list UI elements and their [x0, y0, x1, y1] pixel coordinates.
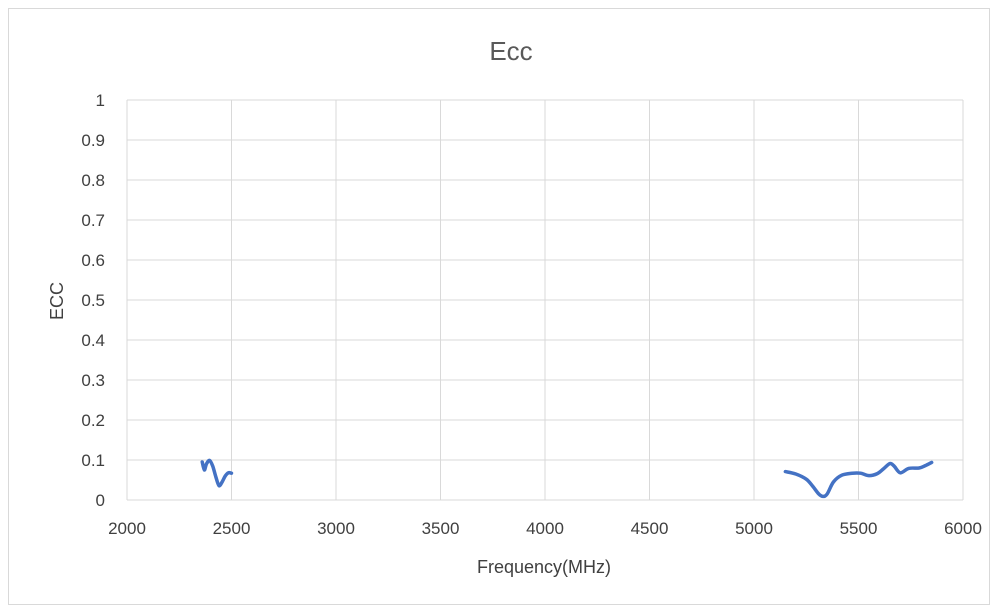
y-tick-label: 0.6	[81, 251, 105, 270]
chart-area	[8, 8, 990, 605]
y-tick-label: 0.1	[81, 451, 105, 470]
series-lines	[200, 458, 934, 499]
x-tick-label: 5000	[735, 519, 773, 538]
series-line-segment	[783, 460, 934, 499]
x-tick-label: 2500	[213, 519, 251, 538]
x-tick-label: 4500	[631, 519, 669, 538]
x-tick-label: 5500	[840, 519, 878, 538]
y-tick-label: 0.5	[81, 291, 105, 310]
y-axis-label: ECC	[47, 282, 67, 320]
y-tick-label: 0.8	[81, 171, 105, 190]
y-tick-label: 0	[96, 491, 105, 510]
x-tick-label: 2000	[108, 519, 146, 538]
y-tick-label: 0.7	[81, 211, 105, 230]
x-tick-label: 3500	[422, 519, 460, 538]
y-tick-label: 0.3	[81, 371, 105, 390]
y-tick-label: 0.9	[81, 131, 105, 150]
y-axis-ticks: 0 0.1 0.2 0.3 0.4 0.5 0.6 0.7 0.8 0.9 1	[81, 91, 105, 510]
x-tick-label: 6000	[944, 519, 982, 538]
x-tick-label: 4000	[526, 519, 564, 538]
series-line-segment	[200, 458, 234, 488]
x-axis-ticks: 2000 2500 3000 3500 4000 4500 5000 5500 6000	[108, 519, 982, 538]
chart-title: Ecc	[489, 36, 532, 66]
x-tick-label: 3000	[317, 519, 355, 538]
y-tick-label: 0.2	[81, 411, 105, 430]
x-axis-label: Frequency(MHz)	[477, 557, 611, 577]
y-tick-label: 0.4	[81, 331, 105, 350]
y-tick-label: 1	[96, 91, 105, 110]
gridlines	[126, 99, 964, 501]
